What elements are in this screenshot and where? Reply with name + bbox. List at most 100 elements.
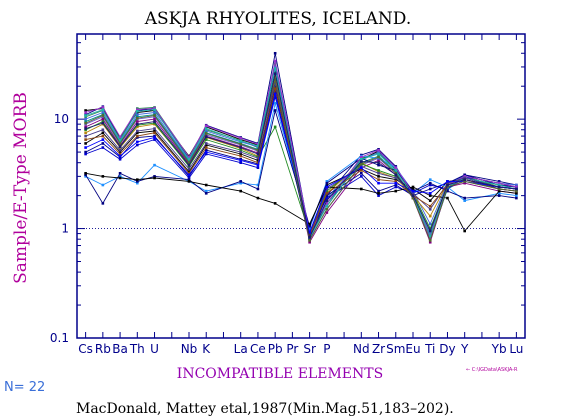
- data-point: [411, 194, 415, 197]
- x-tick-label: Lu: [509, 342, 523, 356]
- series-line: [85, 73, 517, 239]
- plot-area: [76, 33, 526, 339]
- series-18: [84, 82, 518, 237]
- data-point: [377, 163, 380, 167]
- data-point: [325, 199, 329, 202]
- data-point: [325, 180, 329, 183]
- data-point: [118, 157, 122, 161]
- chart-title: ASKJA RHYOLITES, ICELAND.: [144, 9, 412, 29]
- data-point: [377, 175, 380, 178]
- data-point: [308, 240, 311, 244]
- data-point: [377, 169, 380, 172]
- data-point: [463, 173, 466, 177]
- data-point: [204, 183, 208, 187]
- data-point: [239, 150, 242, 154]
- data-point: [204, 148, 208, 152]
- data-point: [394, 171, 398, 175]
- data-point: [497, 181, 501, 185]
- data-point: [256, 159, 260, 162]
- data-point: [394, 178, 398, 181]
- data-point: [377, 178, 380, 181]
- data-point: [84, 125, 87, 129]
- data-point: [84, 146, 87, 149]
- data-point: [256, 148, 260, 152]
- data-point: [101, 121, 105, 125]
- data-point: [118, 150, 122, 154]
- data-point: [325, 202, 329, 205]
- data-point: [153, 175, 156, 178]
- data-point: [118, 175, 122, 178]
- data-point: [515, 192, 518, 195]
- data-point: [153, 111, 156, 114]
- data-point: [377, 170, 380, 174]
- data-point: [273, 125, 277, 129]
- series-8: [84, 74, 518, 236]
- data-point: [394, 167, 398, 171]
- data-point: [377, 150, 380, 154]
- x-tick-label: Sr: [303, 342, 316, 356]
- data-point: [187, 155, 191, 159]
- x-tick-label: U: [150, 342, 159, 356]
- data-point: [136, 181, 139, 185]
- data-point: [101, 108, 105, 111]
- data-point: [463, 199, 466, 202]
- data-point: [515, 194, 518, 197]
- data-point: [394, 165, 398, 168]
- data-point: [84, 150, 87, 154]
- y-tick-label: 0.1: [50, 331, 69, 345]
- data-point: [463, 175, 466, 178]
- data-point: [360, 187, 363, 191]
- data-point: [273, 92, 277, 96]
- data-point: [273, 78, 277, 81]
- data-point: [84, 171, 87, 175]
- data-point: [118, 152, 122, 156]
- data-point: [463, 176, 466, 180]
- data-point: [256, 144, 260, 148]
- data-point: [360, 171, 363, 175]
- data-point: [84, 152, 87, 156]
- data-point: [101, 175, 105, 178]
- data-point: [308, 239, 311, 242]
- data-point: [136, 120, 139, 123]
- x-tick-label: Y: [460, 342, 469, 356]
- x-tick-label: Eu: [405, 342, 420, 356]
- data-point: [360, 175, 363, 178]
- data-point: [256, 163, 260, 167]
- citation: MacDonald, Mattey etal,1987(Min.Mag.51,1…: [76, 401, 454, 417]
- data-point: [256, 187, 260, 191]
- x-tick-label: Ce: [250, 342, 266, 356]
- data-point: [153, 117, 156, 121]
- series-line: [85, 70, 517, 241]
- data-point: [239, 154, 242, 158]
- series-line: [85, 73, 517, 241]
- data-point: [153, 136, 156, 139]
- data-point: [428, 214, 432, 218]
- data-point: [136, 140, 139, 144]
- x-tick-label: Rb: [95, 342, 111, 356]
- data-point: [153, 115, 156, 119]
- data-point: [256, 196, 260, 200]
- data-point: [497, 194, 501, 197]
- data-point: [463, 178, 466, 181]
- data-point: [256, 156, 260, 160]
- data-point: [273, 89, 277, 93]
- data-point: [204, 133, 208, 137]
- data-point: [360, 165, 363, 168]
- x-tick-label: Sm: [386, 342, 405, 356]
- data-point: [136, 136, 139, 139]
- data-point: [204, 146, 208, 149]
- data-point: [428, 234, 432, 238]
- series-line: [85, 79, 517, 242]
- data-point: [411, 196, 415, 200]
- data-point: [273, 202, 277, 205]
- data-point: [153, 129, 156, 133]
- data-point: [273, 80, 277, 83]
- data-point: [463, 196, 466, 200]
- data-point: [446, 185, 449, 189]
- data-point: [84, 115, 87, 119]
- data-point: [394, 185, 398, 189]
- series-line: [85, 108, 517, 228]
- data-point: [394, 180, 398, 183]
- data-point: [308, 231, 311, 234]
- data-point: [101, 114, 105, 117]
